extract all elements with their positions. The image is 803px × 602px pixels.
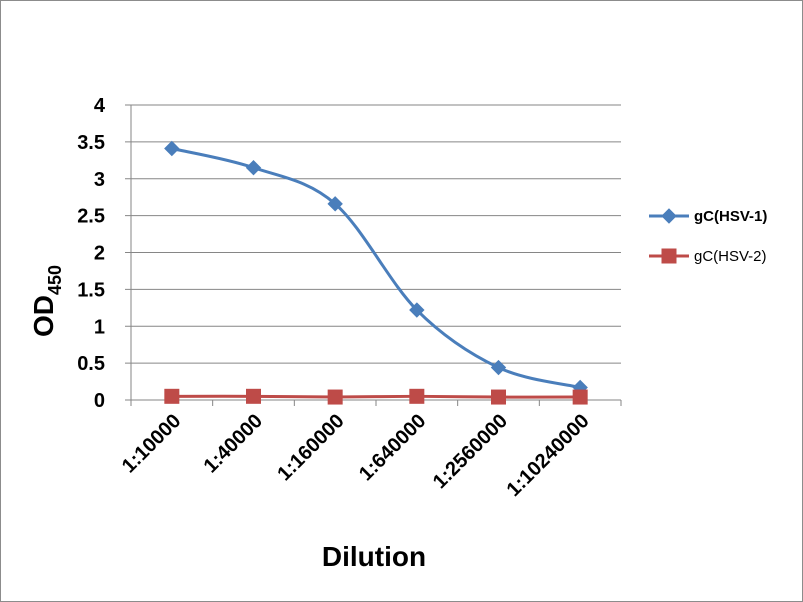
data-point [409, 302, 425, 318]
x-tick-label: 1:640000 [355, 410, 430, 485]
x-tick-label: 1:2560000 [429, 410, 512, 493]
data-point [164, 388, 180, 404]
y-tick-label: 1 [94, 316, 105, 338]
y-axis-title-main: OD450 [28, 265, 65, 337]
legend-item: gC(HSV-2) [649, 248, 767, 265]
x-tick-label: 1:40000 [200, 410, 267, 477]
data-point [327, 389, 343, 405]
legend-marker [661, 248, 677, 264]
series-1 [164, 140, 588, 396]
y-axis-title-subscript: 450 [45, 265, 65, 295]
y-axis-title: OD450 [28, 265, 65, 337]
gridlines [125, 104, 621, 401]
y-tick-label: 0 [94, 390, 105, 412]
x-tick-label: 1:10240000 [503, 410, 594, 501]
x-tick-label: 1:10000 [118, 410, 185, 477]
x-tick-labels: 1:10000 1:40000 1:160000 1:6400001:25600001… [118, 410, 594, 501]
legend-marker [661, 208, 677, 224]
data-point [245, 159, 262, 176]
y-tick-label: 4 [94, 95, 106, 117]
y-tick-label: 2.5 [77, 206, 105, 228]
data-point [572, 389, 588, 405]
legend-label: gC(HSV-1) [694, 208, 767, 225]
y-axis-title-text: OD [28, 295, 59, 337]
y-tick-label: 1.5 [77, 279, 105, 301]
x-tick-label: 1:160000 [273, 410, 348, 485]
series-line [171, 147, 581, 389]
data-point [491, 389, 506, 405]
series-2 [164, 388, 588, 405]
y-tick-label: 2 [94, 243, 105, 265]
legend: gC(HSV-1) gC(HSV-2) [649, 208, 767, 265]
data-point [409, 388, 425, 404]
y-tick-label: 3.5 [77, 132, 105, 154]
y-tick-label: 0.5 [77, 353, 105, 375]
axes [130, 105, 622, 406]
data-point [246, 388, 261, 404]
x-axis-title: Dilution [322, 541, 426, 572]
y-tick-labels: 0 0.5 1 1.5 2 2.5 3 3.5 4 [77, 95, 106, 412]
y-tick-label: 3 [94, 169, 105, 191]
data-point [490, 359, 507, 376]
legend-label: gC(HSV-2) [694, 248, 767, 265]
data-point [327, 196, 343, 212]
data-point [164, 140, 180, 157]
legend-item: gC(HSV-1) [649, 208, 767, 225]
series-line [171, 394, 581, 399]
data-series [164, 140, 588, 405]
